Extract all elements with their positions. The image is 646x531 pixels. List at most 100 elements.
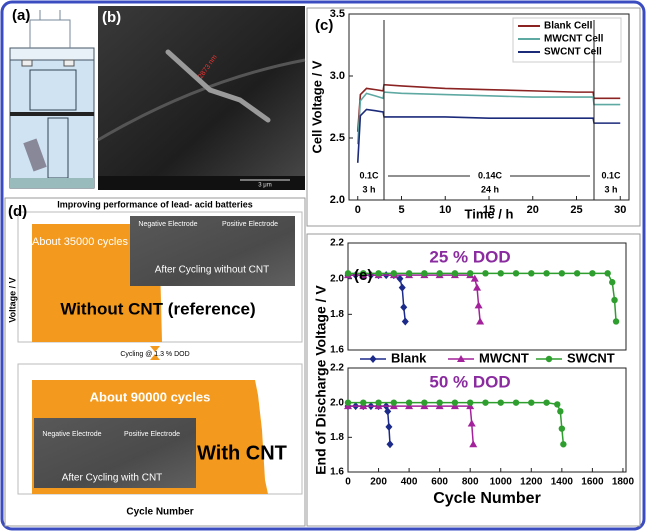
sem-image: [98, 6, 305, 190]
result: With CNT: [197, 442, 287, 464]
x-axis-label: Cycle Number: [433, 490, 541, 507]
panel-label: (e): [354, 267, 372, 284]
y-tick-label: 2.0: [330, 397, 344, 408]
marker: [560, 441, 567, 448]
x-tick-label: 1400: [551, 477, 574, 488]
panel-label: (d): [8, 203, 27, 220]
marker: [400, 303, 408, 312]
marker: [384, 407, 392, 416]
y-axis-label: Voltage / V: [7, 277, 17, 322]
electrode-label: Positive Electrode: [124, 431, 180, 438]
sem-texture: [34, 418, 196, 488]
legend-marker: [545, 355, 553, 363]
chamber: [29, 69, 77, 111]
x-tick-label: 20: [527, 204, 539, 216]
tubes: [29, 10, 71, 48]
marker: [451, 399, 459, 406]
edge: [97, 58, 306, 142]
x-tick-label: 600: [431, 477, 448, 488]
plot-frame: [347, 242, 627, 351]
marker: [421, 270, 428, 277]
marker: [401, 317, 409, 326]
x-tick-label: 1600: [581, 477, 604, 488]
marker: [421, 399, 428, 406]
x-tick-label: 800: [462, 477, 479, 488]
legend-label: MWCNT: [479, 350, 529, 365]
x-tick-label: 5: [398, 204, 404, 216]
marker: [512, 270, 520, 277]
y-axis-label: Cell Voltage / V: [309, 60, 324, 153]
legend-label: SWCNT Cell: [544, 47, 602, 58]
marker: [482, 399, 489, 406]
marker: [386, 440, 394, 449]
x-tick-label: 10: [439, 204, 451, 216]
sem-texture: [130, 216, 295, 286]
panel-b: 3 μm 2873 nm (b): [97, 6, 306, 190]
marker: [482, 270, 489, 277]
base: [10, 178, 94, 188]
electrode-label: Negative Electrode: [138, 221, 197, 228]
annotation: 25 % DOD: [429, 247, 510, 266]
marker: [528, 399, 535, 406]
marker: [375, 270, 382, 277]
nanotube: [165, 49, 271, 123]
marker: [385, 422, 393, 431]
panel-e-border: [306, 233, 641, 527]
marker: [466, 399, 474, 406]
marker: [390, 270, 398, 277]
x-tick-label: 30: [614, 204, 626, 216]
x-tick-label: 15: [483, 204, 495, 216]
annotation: 0.14C: [478, 170, 503, 180]
cycles: About 35000 cycles: [32, 236, 129, 248]
series-line: [356, 83, 621, 132]
marker: [396, 274, 404, 283]
legend-label: Blank: [391, 350, 427, 365]
marker: [476, 317, 485, 325]
cycles: About 90000 cycles: [90, 389, 211, 404]
marker: [528, 270, 535, 277]
marker: [543, 270, 550, 277]
title: Improving performance of lead- acid batt…: [57, 199, 253, 209]
marker: [375, 399, 382, 406]
marker: [497, 270, 504, 277]
marker: [512, 399, 520, 406]
marker: [398, 283, 406, 292]
electrode-label: Positive Electrode: [222, 221, 278, 228]
x-tick-label: 1800: [612, 477, 635, 488]
cabinet-top: [9, 47, 95, 61]
panel-label: (b): [102, 9, 121, 26]
x-tick-label: 400: [401, 477, 418, 488]
y-tick-label: 1.6: [330, 345, 344, 356]
marker: [436, 270, 443, 277]
marker: [543, 399, 550, 406]
legend-label: Blank Cell: [544, 21, 593, 32]
marker: [497, 399, 504, 406]
y-tick-label: 2.0: [330, 194, 345, 206]
marker: [558, 270, 566, 277]
panel-label: (c): [315, 17, 333, 34]
condition: Cycling @ 1.3 % DOD: [120, 351, 189, 358]
caption: After Cycling with CNT: [62, 473, 163, 484]
marker: [589, 270, 596, 277]
marker: [405, 399, 413, 406]
annotation: 3 h: [604, 184, 617, 194]
plate: [23, 138, 47, 172]
x-tick-label: 200: [370, 477, 387, 488]
series-line: [356, 91, 621, 145]
marker: [557, 408, 564, 415]
info-bar: [98, 176, 305, 190]
marker: [554, 401, 561, 408]
marker: [360, 399, 367, 406]
electrode-label: Negative Electrode: [42, 431, 101, 438]
x-tick-label: 0: [355, 204, 361, 216]
panel-c-border: [306, 7, 641, 227]
marker: [344, 270, 352, 277]
series-line: [356, 108, 621, 163]
box: [63, 59, 75, 67]
y-tick-label: 2.2: [330, 363, 344, 374]
marker: [405, 270, 413, 277]
legend-marker: [369, 355, 377, 363]
y-tick-label: 2.0: [330, 273, 344, 284]
x-axis-label: Cycle Number: [126, 507, 193, 518]
